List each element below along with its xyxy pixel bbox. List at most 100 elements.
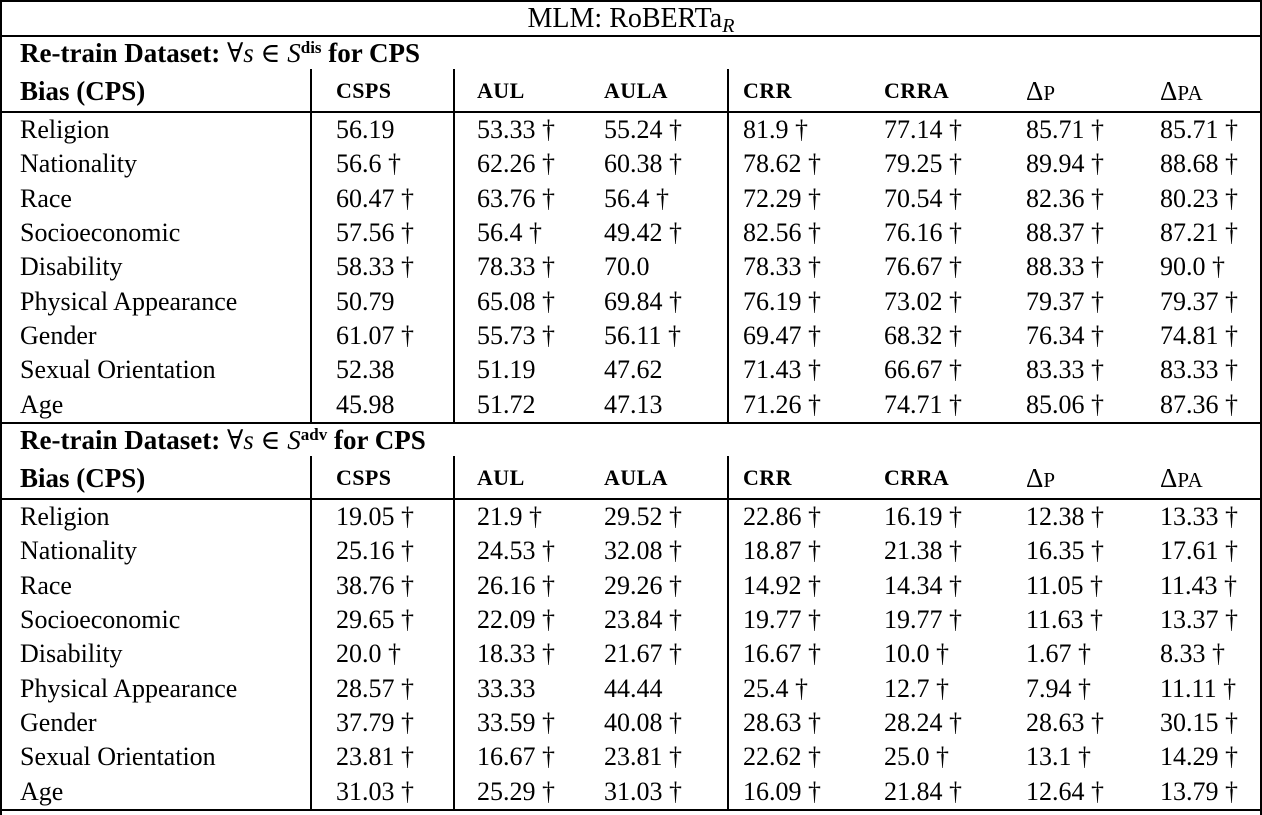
value-cell: 38.76 †: [312, 568, 455, 603]
table-row: Nationality 25.16 † 24.53 † 32.08 † 18.87 † 2…: [2, 534, 1260, 569]
value-cell: 52.38: [312, 353, 455, 388]
forall-symbol: ∀: [226, 424, 244, 455]
section-heading-label: Re-train Dataset:: [20, 38, 227, 68]
value-cell: 28.63 †: [743, 707, 821, 737]
value-cell: 70.54 †: [884, 183, 962, 213]
value-cell: 11.05 †: [1026, 570, 1104, 600]
bias-cell: Gender: [2, 318, 312, 354]
value-cell: 88.33 †: [1026, 252, 1104, 282]
value-cell: 29.52 †: [582, 499, 729, 535]
value-cell: 82.36 †: [1026, 183, 1104, 213]
table-row: Gender 61.07 † 55.73 † 56.11 † 69.47 † 68.32 …: [2, 318, 1260, 354]
metric-label: CRR: [743, 78, 792, 103]
metric-column-header: CRR: [729, 69, 870, 111]
metric-label: CRR: [743, 464, 792, 490]
value-cell: 19.77 †: [884, 604, 962, 634]
value-cell: 85.71 †: [1026, 115, 1104, 144]
metric-label: P: [1043, 467, 1056, 492]
value-cell: 53.33 †: [477, 115, 555, 144]
value-cell: 33.33: [477, 673, 536, 703]
value-cell: 47.62: [582, 353, 729, 388]
retrain-set-formula: ∀s ∈ Sadv: [226, 424, 328, 455]
value-cell: 79.37 †: [1026, 286, 1104, 316]
metric-column-header: AUL: [455, 456, 582, 498]
value-cell: 28.57 †: [312, 671, 455, 706]
value-cell: 16.09 †: [743, 776, 821, 806]
bias-column-header: Bias (CPS): [2, 455, 312, 498]
table-row: Physical Appearance 50.79 65.08 † 69.84 † 76…: [2, 284, 1260, 319]
value-cell: 51.19: [477, 355, 536, 385]
table-section: Re-train Dataset: ∀s ∈ Sadv for CPS Bias …: [2, 421, 1260, 809]
mlm-title-subscript: R: [722, 15, 735, 37]
value-cell: 88.68 †: [1160, 149, 1238, 179]
value-cell: 13.33 †: [1160, 501, 1238, 531]
value-cell: 14.34 †: [884, 570, 962, 600]
value-cell: 23.81 †: [582, 740, 729, 775]
metric-column-header: ΔP: [1012, 69, 1146, 111]
table-row: Socioeconomic 57.56 † 56.4 † 49.42 † 82.56 †…: [2, 215, 1260, 251]
table-row: Religion 19.05 † 21.9 † 29.52 † 22.86 † 16.19…: [2, 499, 1260, 535]
value-cell: 31.03 †: [312, 774, 455, 809]
value-cell: 58.33 †: [312, 250, 455, 285]
metric-column-header: AULA: [582, 69, 729, 111]
mlm-title-text: MLM: RoBERTa: [527, 3, 723, 34]
value-cell: 70.0: [582, 250, 729, 285]
value-cell: 85.06 †: [1026, 389, 1104, 419]
metric-column-header: AULA: [582, 455, 729, 498]
value-cell: 22.62 †: [743, 742, 821, 772]
bias-cell: Physical Appearance: [2, 671, 312, 706]
value-cell: 18.87 †: [743, 536, 821, 566]
bias-cell: Socioeconomic: [2, 215, 312, 251]
value-cell: 8.33 †: [1160, 639, 1225, 669]
value-cell: 33.59 †: [477, 707, 555, 737]
bias-cell: Sexual Orientation: [2, 740, 312, 775]
value-cell: 80.23 †: [1160, 183, 1238, 213]
value-cell: 28.63 †: [1026, 707, 1104, 737]
value-cell: 44.44: [582, 671, 729, 706]
value-cell: 74.81 †: [1160, 320, 1238, 350]
value-cell: 60.38 †: [582, 147, 729, 182]
metric-label: CSPS: [336, 464, 392, 490]
value-cell: 57.56 †: [312, 215, 455, 251]
value-cell: 69.47 †: [743, 320, 821, 350]
value-cell: 51.72: [477, 389, 536, 419]
value-cell: 32.08 †: [582, 534, 729, 569]
table-row: Disability 20.0 † 18.33 † 21.67 † 16.67 † 10.…: [2, 637, 1260, 672]
table-row: Age 45.98 51.72 47.13 71.26 † 74.71 † 85.06 † 8…: [2, 387, 1260, 422]
value-cell: 78.62 †: [743, 149, 821, 179]
table-row: Disability 58.33 † 78.33 † 70.0 78.33 † 76.67…: [2, 250, 1260, 285]
value-cell: 71.26 †: [743, 389, 821, 419]
value-cell: 69.84 †: [582, 284, 729, 319]
value-cell: 13.79 †: [1160, 776, 1238, 806]
value-cell: 14.29 †: [1160, 742, 1238, 772]
value-cell: 61.07 †: [312, 318, 455, 354]
value-cell: 11.11 †: [1160, 673, 1237, 703]
column-header-row: Bias (CPS) CSPS AUL AULA CRR CRRA ΔP ΔPA: [2, 455, 1260, 500]
value-cell: 79.25 †: [884, 149, 962, 179]
metric-label: PA: [1177, 81, 1204, 105]
value-cell: 30.15 †: [1160, 707, 1238, 737]
value-cell: 25.4 †: [743, 673, 808, 703]
value-cell: 19.05 †: [312, 499, 455, 535]
bias-cell: Gender: [2, 705, 312, 741]
value-cell: 11.63 †: [1026, 604, 1104, 634]
value-cell: 56.4 †: [477, 217, 542, 247]
value-cell: 21.84 †: [884, 776, 962, 806]
bias-cell: Disability: [2, 637, 312, 672]
value-cell: 73.02 †: [884, 286, 962, 316]
value-cell: 71.43 †: [743, 355, 821, 385]
bias-cell: Race: [2, 181, 312, 216]
table-row: Socioeconomic 29.65 † 22.09 † 23.84 † 19.77 …: [2, 602, 1260, 638]
value-cell: 79.37 †: [1160, 286, 1238, 316]
metric-label: AUL: [477, 464, 525, 490]
value-cell: 77.14 †: [884, 115, 962, 144]
bias-cell: Nationality: [2, 147, 312, 182]
value-cell: 10.0 †: [884, 639, 949, 669]
metric-label: CSPS: [336, 78, 392, 103]
value-cell: 88.37 †: [1026, 217, 1104, 247]
set-symbol: S: [287, 424, 301, 455]
section-heading-label: Re-train Dataset:: [20, 424, 227, 455]
value-cell: 65.08 †: [477, 286, 555, 316]
